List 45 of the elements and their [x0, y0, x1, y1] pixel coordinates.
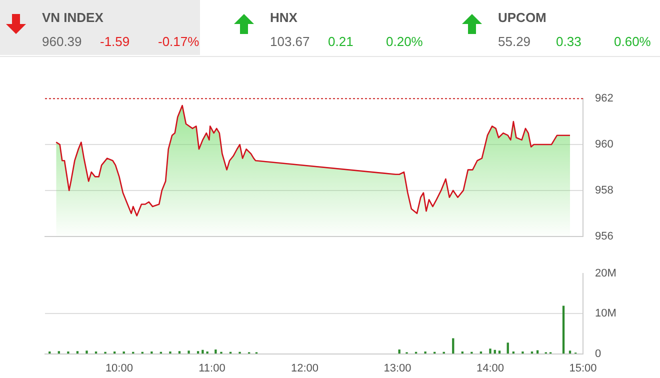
x-tick-label: 13:00	[384, 362, 412, 374]
text: 0.33	[556, 34, 582, 49]
x-tick-label: 10:00	[105, 362, 133, 374]
bar	[522, 351, 524, 354]
y-tick-label: 20M	[595, 268, 616, 280]
bar	[169, 351, 172, 354]
bar	[76, 351, 79, 354]
bar	[568, 350, 572, 354]
text: -1.59	[100, 34, 130, 49]
bar	[562, 306, 565, 354]
text: 55.29	[498, 34, 531, 49]
bar	[206, 351, 208, 354]
bar	[58, 351, 60, 354]
bar	[150, 351, 153, 354]
y-tick-label: 10M	[595, 308, 616, 320]
x-tick-label: 14:00	[476, 362, 504, 374]
text: HNX	[270, 10, 298, 25]
y-tick-label: 962	[595, 92, 614, 105]
bar	[452, 338, 454, 354]
text: 0.60%	[614, 34, 651, 49]
bar	[506, 342, 509, 354]
bar	[489, 348, 492, 354]
bar	[188, 350, 190, 354]
y-tick-label: 958	[595, 184, 614, 196]
y-tick-label: 0	[595, 348, 602, 360]
text: UPCOM	[498, 10, 546, 25]
text: 0.20%	[386, 34, 423, 49]
bar	[178, 351, 181, 354]
x-tick-label: 12:00	[290, 362, 318, 374]
text: VN INDEX	[42, 10, 104, 25]
bar	[498, 350, 501, 354]
bar	[424, 351, 426, 354]
text: 103.67	[270, 34, 310, 49]
text: 960.39	[42, 34, 82, 49]
bar	[214, 349, 217, 354]
x-tick-label: 11:00	[198, 362, 226, 374]
text: 0.21	[328, 34, 354, 49]
x-tick-label: 15:00	[569, 362, 597, 374]
bar	[196, 351, 200, 354]
text: -0.17%	[158, 34, 200, 49]
y-tick-label: 960	[595, 138, 614, 151]
bar	[202, 350, 204, 354]
bar	[86, 350, 88, 354]
y-tick-label: 956	[595, 230, 614, 242]
bar	[67, 351, 70, 354]
